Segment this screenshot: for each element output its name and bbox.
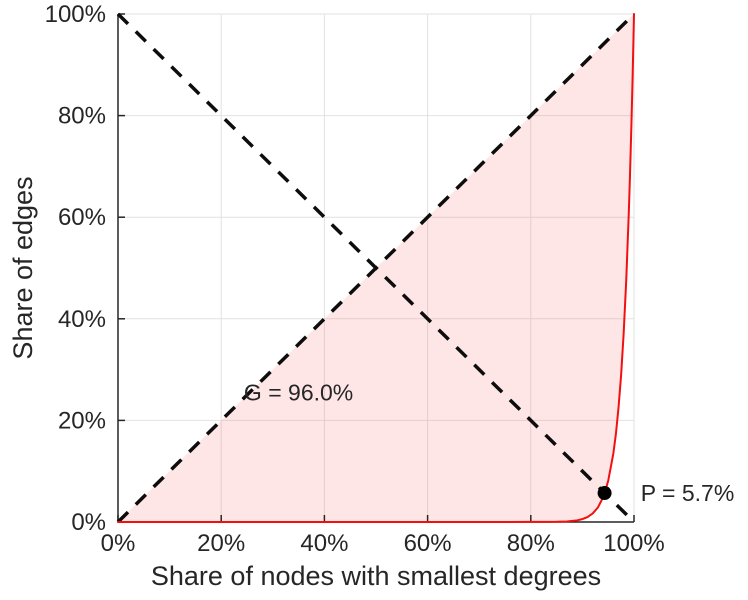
y-axis-label: Share of edges (8, 176, 38, 359)
markers (597, 486, 612, 501)
series (117, 13, 635, 523)
annotations: G = 96.0% P = 5.7% (244, 379, 734, 506)
x-tick-label: 60% (404, 530, 452, 557)
reference-lines (116, 12, 636, 524)
x-tick-label: 80% (507, 530, 555, 557)
y-tick-label: 0% (71, 509, 106, 536)
gini-annotation: G = 96.0% (244, 379, 353, 405)
y-tick-label: 100% (45, 1, 106, 28)
x-tick-label: 40% (300, 530, 348, 557)
p-point-marker (597, 486, 612, 501)
lorenz-curve (117, 13, 635, 523)
gridlines (117, 13, 635, 523)
tick-labels: 0% 20% 40% 60% 80% 100% 0% 20% 40% 60% 80% 100% (45, 1, 665, 557)
y-tick-label: 40% (58, 306, 106, 333)
y-tick-label: 60% (58, 204, 106, 231)
x-tick-label: 20% (197, 530, 245, 557)
y-tick-label: 80% (58, 103, 106, 130)
anti-diagonal (116, 12, 636, 524)
x-tick-label: 100% (603, 530, 664, 557)
x-tick-label: 0% (101, 530, 136, 557)
y-tick-label: 20% (58, 407, 106, 434)
p-annotation: P = 5.7% (641, 480, 735, 506)
x-axis-label: Share of nodes with smallest degrees (151, 561, 601, 591)
